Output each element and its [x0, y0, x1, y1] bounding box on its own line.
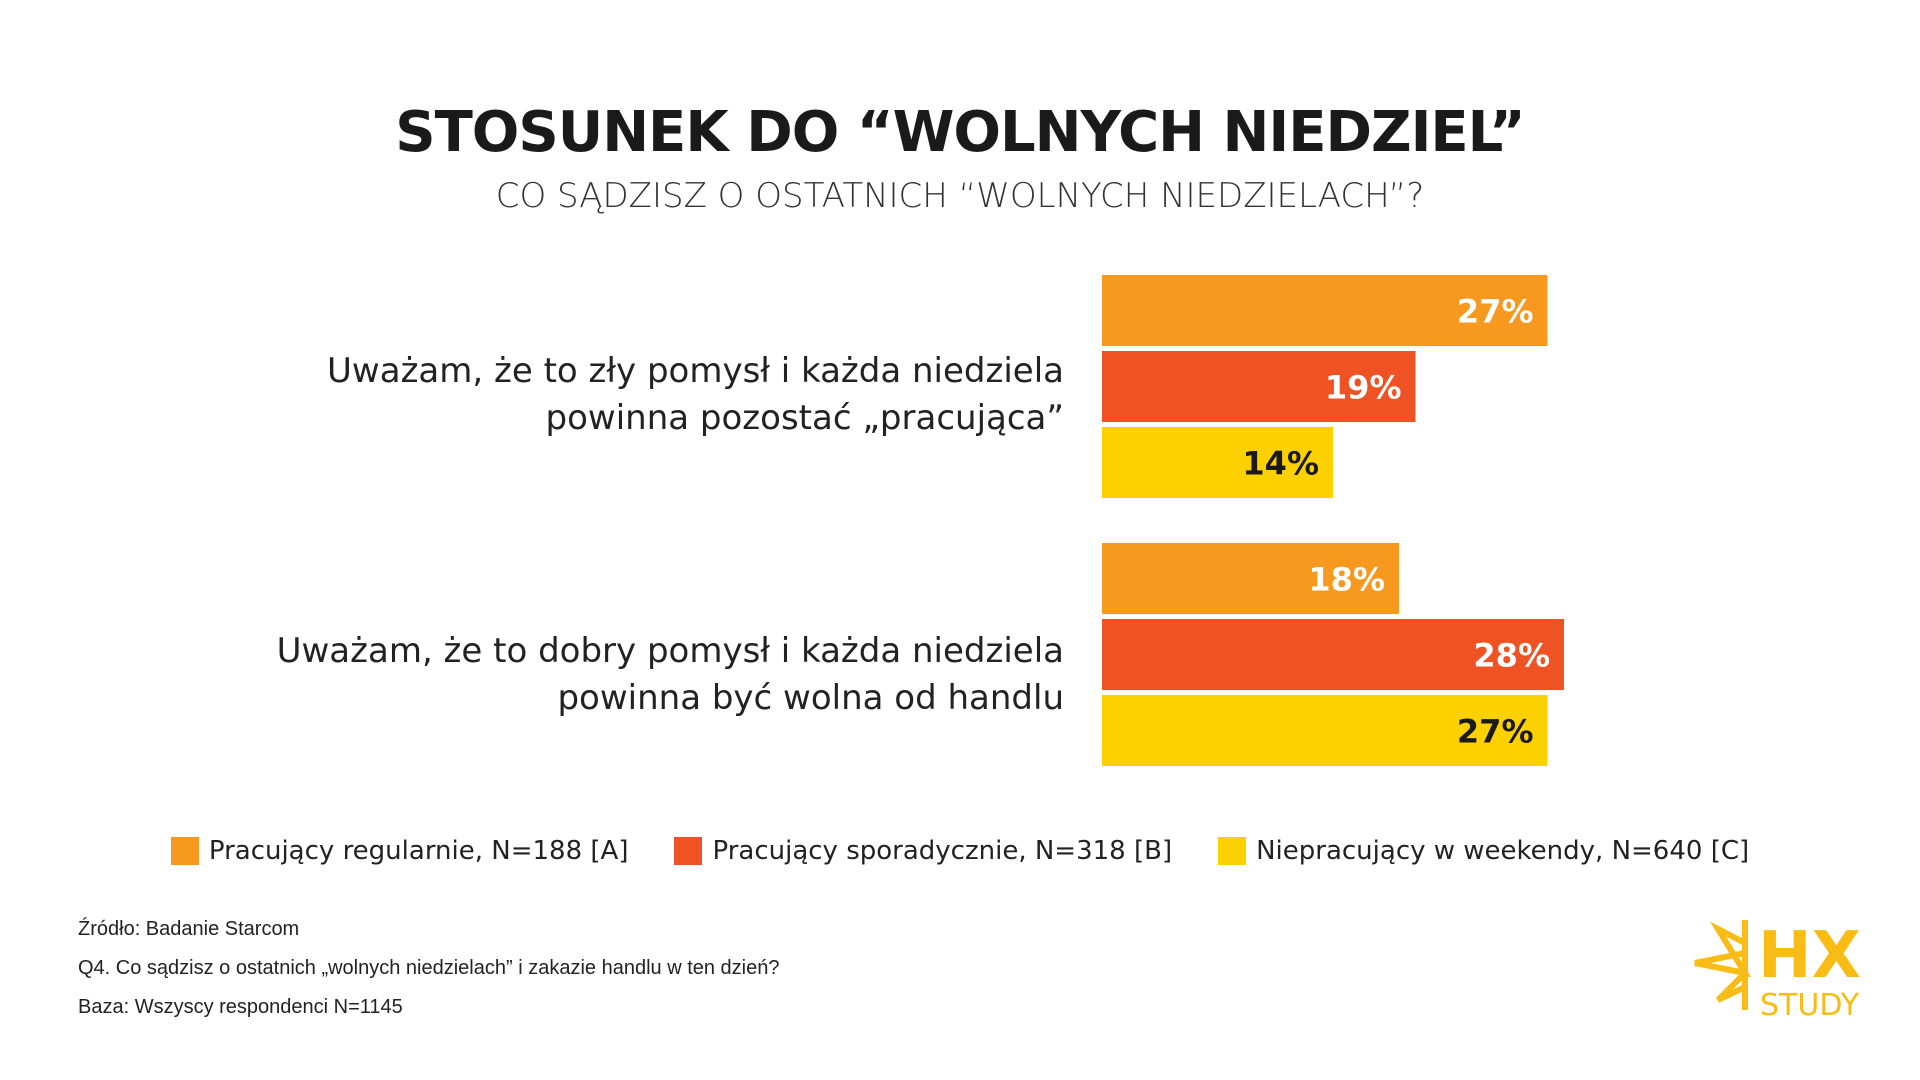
legend-swatch [170, 837, 199, 865]
bar-0-0 [1102, 275, 1548, 346]
bar-value-label: 14% [1242, 445, 1319, 483]
bar-value-label: 18% [1308, 561, 1385, 599]
sun-icon [1694, 920, 1752, 1010]
category-label-1: Uważam, że to dobry pomysł i każda niedz… [164, 628, 1064, 722]
legend-item-sporadic: Pracujący sporadycznie, N=318 [B] [674, 836, 1172, 866]
bar-0-2 [1102, 427, 1333, 498]
bar-value-label: 19% [1325, 369, 1402, 407]
footer-base: Baza: Wszyscy respondenci N=1145 [78, 996, 403, 1018]
category-label-line: powinna pozostać „pracująca” [545, 398, 1064, 438]
logo-study: STUDY [1760, 988, 1860, 1023]
category-label-line: powinna być wolna od handlu [557, 678, 1064, 718]
legend-swatch [674, 837, 703, 865]
bar-1-2 [1102, 695, 1548, 766]
footer-source: Źródło: Badanie Starcom [78, 918, 300, 940]
legend-item-regular: Pracujący regularnie, N=188 [A] [170, 836, 629, 866]
bar-0-1 [1102, 351, 1416, 422]
legend-label: Pracujący regularnie, N=188 [A] [208, 836, 629, 866]
hx-study-logo: HX STUDY [1694, 919, 1861, 1023]
legend: Pracujący regularnie, N=188 [A] Pracując… [0, 836, 1920, 866]
bar-value-label: 27% [1457, 713, 1534, 751]
logo-hx: HX [1758, 919, 1861, 993]
category-label-line: Uważam, że to dobry pomysł i każda niedz… [276, 631, 1064, 671]
legend-label: Niepracujący w weekendy, N=640 [C] [1256, 836, 1750, 866]
category-label-line: Uważam, że to zły pomysł i każda niedzie… [327, 351, 1064, 391]
legend-swatch [1218, 837, 1247, 865]
bar-1-1 [1102, 619, 1564, 690]
footer-question: Q4. Co sądzisz o ostatnich „wolnych nied… [78, 957, 780, 979]
bar-1-0 [1102, 543, 1399, 614]
bar-value-label: 28% [1473, 637, 1550, 675]
chart-title: STOSUNEK DO “WOLNYCH NIEDZIEL” [395, 100, 1525, 165]
chart-subtitle: CO SĄDZISZ O OSTATNICH “WOLNYCH NIEDZIEL… [495, 176, 1425, 216]
category-label-0: Uważam, że to zły pomysł i każda niedzie… [164, 348, 1064, 442]
legend-item-nonworking: Niepracujący w weekendy, N=640 [C] [1218, 836, 1749, 866]
legend-label: Pracujący sporadycznie, N=318 [B] [712, 836, 1173, 866]
bar-value-label: 27% [1457, 293, 1534, 331]
